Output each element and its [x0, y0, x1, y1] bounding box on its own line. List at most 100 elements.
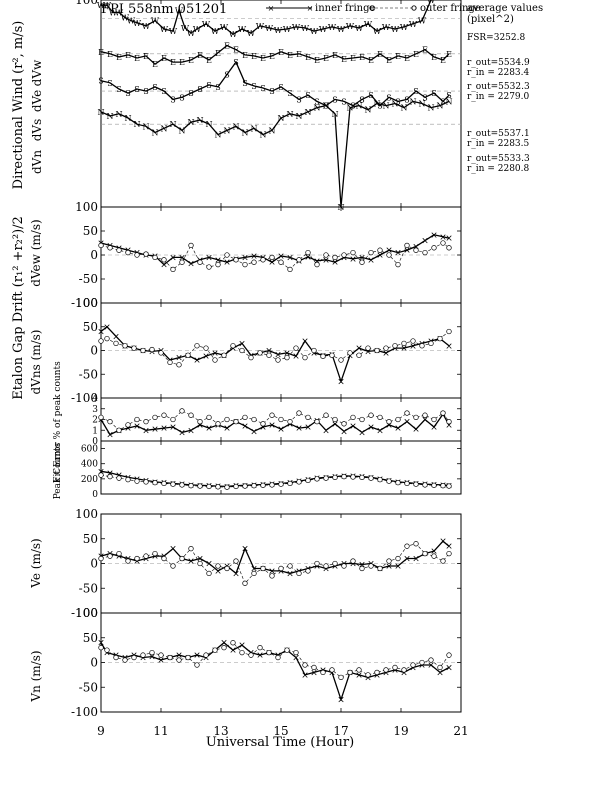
point-dvew-outer-fringe-21: [287, 266, 293, 273]
ytick-label-peak-200: 200: [81, 475, 98, 485]
point-directional-dVe-37: E: [431, 53, 437, 62]
point-dvew-outer-fringe-32: [386, 252, 392, 258]
ytick-label-ve-0: 0: [90, 557, 98, 571]
point-dvns-inner-fringe-12: ×: [202, 352, 210, 362]
point-dvns-inner-fringe-13: ×: [211, 349, 219, 359]
point-ve-outer-fringe-35: [413, 541, 419, 547]
point-ve-outer-fringe-33: [395, 555, 401, 562]
point-directional-dVn-24: N: [314, 104, 321, 113]
point-dvew-outer-fringe-11: [197, 259, 203, 265]
point-directional-dVe-3: E: [125, 51, 131, 60]
point-fit-outer-fringe-22: [296, 410, 302, 416]
point-vn-outer-fringe-34: [401, 667, 407, 673]
point-vn-outer-fringe-31: [374, 669, 380, 676]
point-vn-inner-fringe-30: ×: [364, 673, 372, 683]
point-fit-inner-fringe-28: ×: [349, 422, 357, 432]
ytick-label-dvew-100: 100: [75, 200, 98, 214]
point-peak-outer-fringe-11: [197, 483, 203, 489]
point-directional-dVe-31: E: [377, 50, 383, 59]
point-fit-outer-fringe-35: [413, 414, 419, 421]
point-ve-inner-fringe-35: ×: [412, 555, 420, 565]
point-vn-outer-fringe-28: [347, 669, 353, 676]
point-directional-dVs-38: S: [440, 97, 445, 106]
point-directional-dVw-9: W: [160, 25, 169, 34]
point-directional-dVw-15: W: [202, 20, 211, 29]
point-directional-dVn-16: N: [242, 128, 249, 137]
point-vn-inner-fringe-15: ×: [229, 646, 237, 656]
point-directional-dVw-14: W: [193, 25, 202, 34]
xtick-label-11: 11: [153, 724, 168, 738]
point-vn-outer-fringe-19: [266, 649, 272, 656]
point-ve-inner-fringe-4: ×: [133, 557, 141, 567]
point-directional-dVw-16: W: [211, 27, 220, 36]
point-fit-inner-fringe-18: ×: [259, 423, 267, 433]
point-peak-outer-fringe-18: [260, 482, 266, 488]
point-ve-inner-fringe-21: ×: [286, 569, 294, 579]
point-fit-inner-fringe-6: ×: [151, 425, 159, 435]
point-directional-dVe-0: E: [98, 48, 104, 57]
point-vn-outer-fringe-24: [311, 664, 317, 671]
point-dvew-outer-fringe-9: [179, 259, 185, 265]
point-directional-dVs-6: S: [152, 83, 157, 92]
point-dvns-outer-fringe-23: [302, 354, 308, 361]
point-dvew-outer-fringe-28: [350, 249, 356, 256]
point-fit-inner-fringe-1: ×: [106, 431, 114, 441]
point-peak-outer-fringe-34: [404, 480, 410, 487]
point-dvns-outer-fringe-15: [230, 343, 236, 349]
point-directional-dVn-21: N: [287, 110, 294, 119]
point-fit-inner-fringe-16: ×: [241, 422, 249, 432]
ytick-label-vn-100: 100: [75, 606, 98, 620]
ve-label: Ve (m/s): [29, 538, 43, 588]
point-ve-outer-fringe-4: [134, 555, 140, 562]
point-directional-dVe-12: E: [206, 56, 212, 65]
point-peak-outer-fringe-15: [233, 483, 239, 490]
point-directional-dVn-8: N: [170, 120, 177, 129]
point-directional-dVs-14: S: [224, 71, 229, 80]
point-dvew-outer-fringe-16: [242, 261, 248, 268]
point-directional-dVw-35: W: [382, 23, 391, 32]
point-dvns-outer-fringe-13: [212, 357, 218, 363]
ytick-label-ve-50: 50: [83, 532, 98, 546]
point-peak-outer-fringe-23: [305, 477, 311, 484]
point-directional-dVs-31: S: [377, 102, 382, 111]
point-dvew-inner-fringe-12: ×: [205, 253, 213, 263]
ytick-label-vn-50: 50: [83, 631, 98, 645]
point-peak-outer-fringe-9: [179, 482, 185, 488]
ytick-label-ve--100: -100: [71, 606, 98, 620]
point-directional-dVw-34: W: [373, 27, 382, 36]
point-directional-dVs-0: S: [98, 77, 103, 86]
point-ve-inner-fringe-8: ×: [169, 545, 177, 555]
point-directional-dVs-17: S: [251, 82, 256, 91]
point-dvns-outer-fringe-27: [338, 357, 344, 363]
point-ve-outer-fringe-20: [278, 565, 284, 572]
point-dvew-outer-fringe-7: [161, 257, 167, 263]
point-vn-inner-fringe-1: ×: [103, 649, 111, 659]
point-ve-outer-fringe-26: [332, 560, 338, 567]
series-line-directional-dVn: [100, 100, 450, 208]
point-dvns-outer-fringe-9: [176, 362, 182, 368]
tag-dve: dVe: [30, 90, 44, 112]
point-fit-inner-fringe-27: ×: [340, 427, 348, 437]
point-dvew-outer-fringe-15: [233, 257, 239, 263]
point-directional-dVn-18: N: [260, 131, 267, 140]
panel-dvns: -100-50050100×××××××××××××××××××××××××××…: [71, 296, 462, 405]
point-directional-dVn-12: N: [206, 120, 213, 129]
point-dvns-outer-fringe-2: [113, 340, 119, 347]
n-r-in: r_in = 2280.8: [467, 164, 530, 174]
point-peak-outer-fringe-39: [446, 483, 452, 489]
w-r-in: r_in = 2283.4: [467, 68, 530, 78]
ytick-label-peak-0: 0: [92, 490, 98, 500]
point-vn-inner-fringe-22: ×: [292, 654, 300, 664]
ytick-label-vn--100: -100: [71, 705, 98, 719]
point-ve-outer-fringe-17: [251, 570, 257, 577]
point-fit-inner-fringe-23: ×: [304, 423, 312, 433]
series-line-dvew-inner-fringe: [100, 234, 450, 266]
point-dvns-inner-fringe-32: ×: [382, 349, 390, 359]
point-dvew-inner-fringe-31: ×: [376, 251, 384, 261]
tag-dvs: dVs: [30, 119, 44, 142]
point-directional-dVe-23: E: [305, 53, 311, 62]
point-directional-dVs-18: S: [260, 84, 265, 93]
point-dvew-inner-fringe-30: ×: [367, 256, 375, 266]
point-dvns-inner-fringe-15: ×: [229, 344, 237, 354]
